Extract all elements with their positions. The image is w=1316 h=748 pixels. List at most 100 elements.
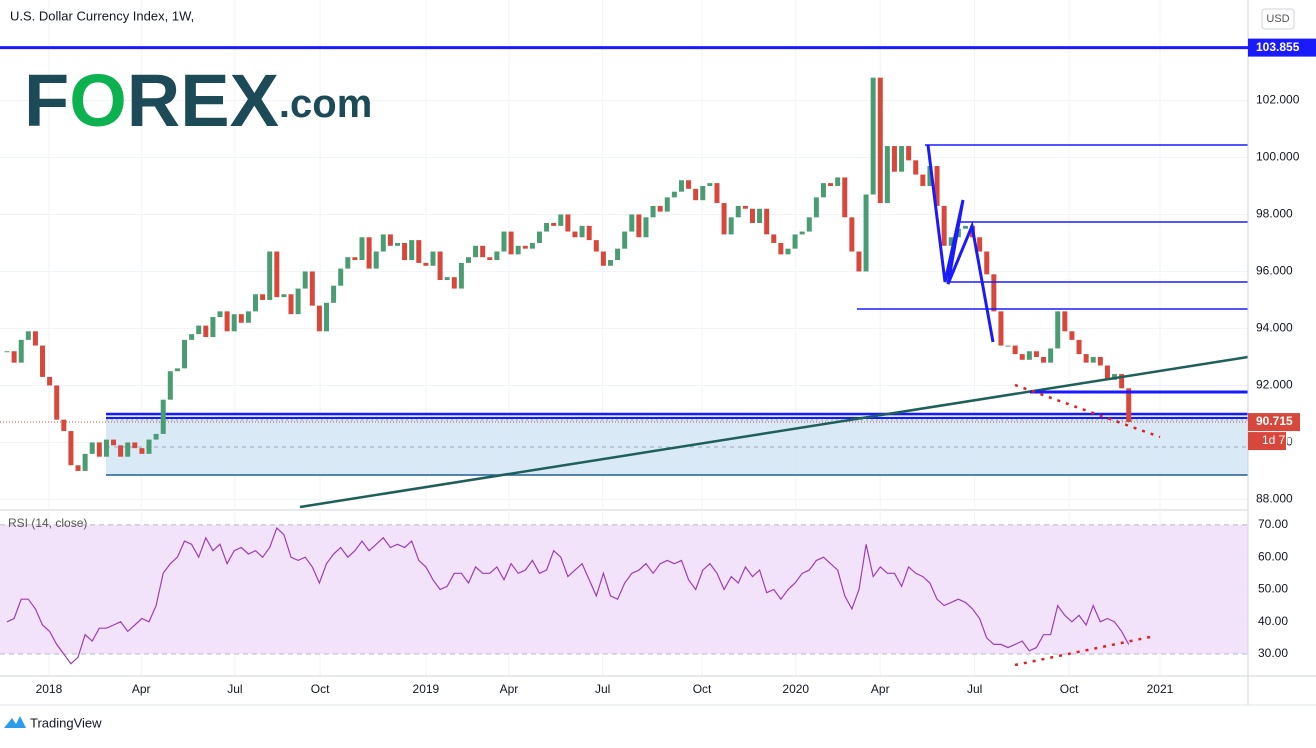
candle [707,183,713,186]
candle [636,214,642,238]
trendline [299,355,1249,509]
candle [245,311,251,323]
candle [792,234,798,249]
y-tick-label: 70.00 [1258,517,1288,531]
candle [465,257,471,263]
candle [806,217,812,232]
candle [764,208,770,235]
candle [835,177,841,186]
candle [529,242,535,249]
candle [103,439,109,457]
x-tick-label: Jul [967,682,982,696]
candle [68,431,74,466]
candle [458,262,464,289]
candle [54,385,60,420]
candle [359,237,365,261]
y-tick-label: 94.000 [1256,321,1293,335]
candle [998,311,1004,346]
x-tick-label: 2020 [782,682,809,696]
candle [536,231,542,243]
candle [316,305,322,332]
candle [125,442,131,457]
candle [75,465,81,471]
candle [82,453,88,471]
candle [331,285,337,303]
candle [224,311,230,332]
candle [671,191,677,198]
logo-part: O [69,59,127,142]
candle [32,331,38,346]
candle [870,77,876,195]
candle [437,251,443,281]
candle [686,180,692,189]
candle [693,188,699,201]
candle [345,257,351,269]
countdown-label: 1d 7h [1262,433,1292,447]
candle [1097,356,1103,366]
candle [622,231,628,249]
candle [820,183,826,198]
logo-part: REX [127,59,279,142]
candle [1055,311,1061,349]
candle [678,180,684,192]
candle [430,251,436,266]
candle [203,325,209,338]
candle [977,237,983,252]
candle [253,294,259,312]
x-tick-label: Jul [595,682,610,696]
zigzag-pattern [926,144,995,343]
candle [25,331,31,340]
last-price-label: 90.715 [1256,414,1293,428]
x-tick-label: Oct [1060,682,1079,696]
y-tick-label: 50.00 [1258,582,1288,596]
tradingview-logo: TradingView [4,715,102,730]
candle [1076,339,1082,355]
countdown-box [1248,432,1286,451]
candle [984,251,990,275]
x-tick-label: 2019 [413,682,440,696]
candle [551,223,557,226]
y-tick-label: 30.00 [1258,646,1288,660]
candle [409,240,415,261]
candles [4,77,1132,471]
candle [714,183,720,204]
y-tick-label: 60.00 [1258,549,1288,563]
candle [799,231,805,235]
rsi-line [6,527,1130,665]
logo-part: .com [279,82,372,126]
candle [884,146,890,204]
candle [380,234,386,252]
candle [274,251,280,298]
candle [664,197,670,212]
candle [1033,351,1039,357]
candle [402,242,408,261]
currency-label[interactable]: USD [1266,13,1289,25]
candle [906,146,912,161]
candle [366,237,372,269]
x-tick-label: Apr [132,682,151,696]
candle [558,214,564,226]
dotted-trendline [1014,383,1161,439]
currency-box[interactable] [1261,8,1295,30]
x-tick-label: Apr [500,682,519,696]
candle [749,208,755,224]
candle [579,225,585,238]
candle [1048,348,1054,363]
candle [338,268,344,286]
candle [607,260,613,266]
y-tick-label: 96.000 [1256,264,1293,278]
candle [1090,356,1096,363]
candle [1126,388,1132,423]
candle [1119,374,1125,389]
candle [4,351,10,353]
candle [217,311,223,318]
candle [1104,365,1110,380]
candle [118,445,124,457]
candle [593,240,599,252]
candle [182,339,188,369]
x-tick-label: Oct [693,682,712,696]
footer-text: TradingView [30,715,102,730]
y-tick-label: 40.00 [1258,614,1288,628]
candle [920,174,926,186]
logo-part: F [24,59,69,142]
